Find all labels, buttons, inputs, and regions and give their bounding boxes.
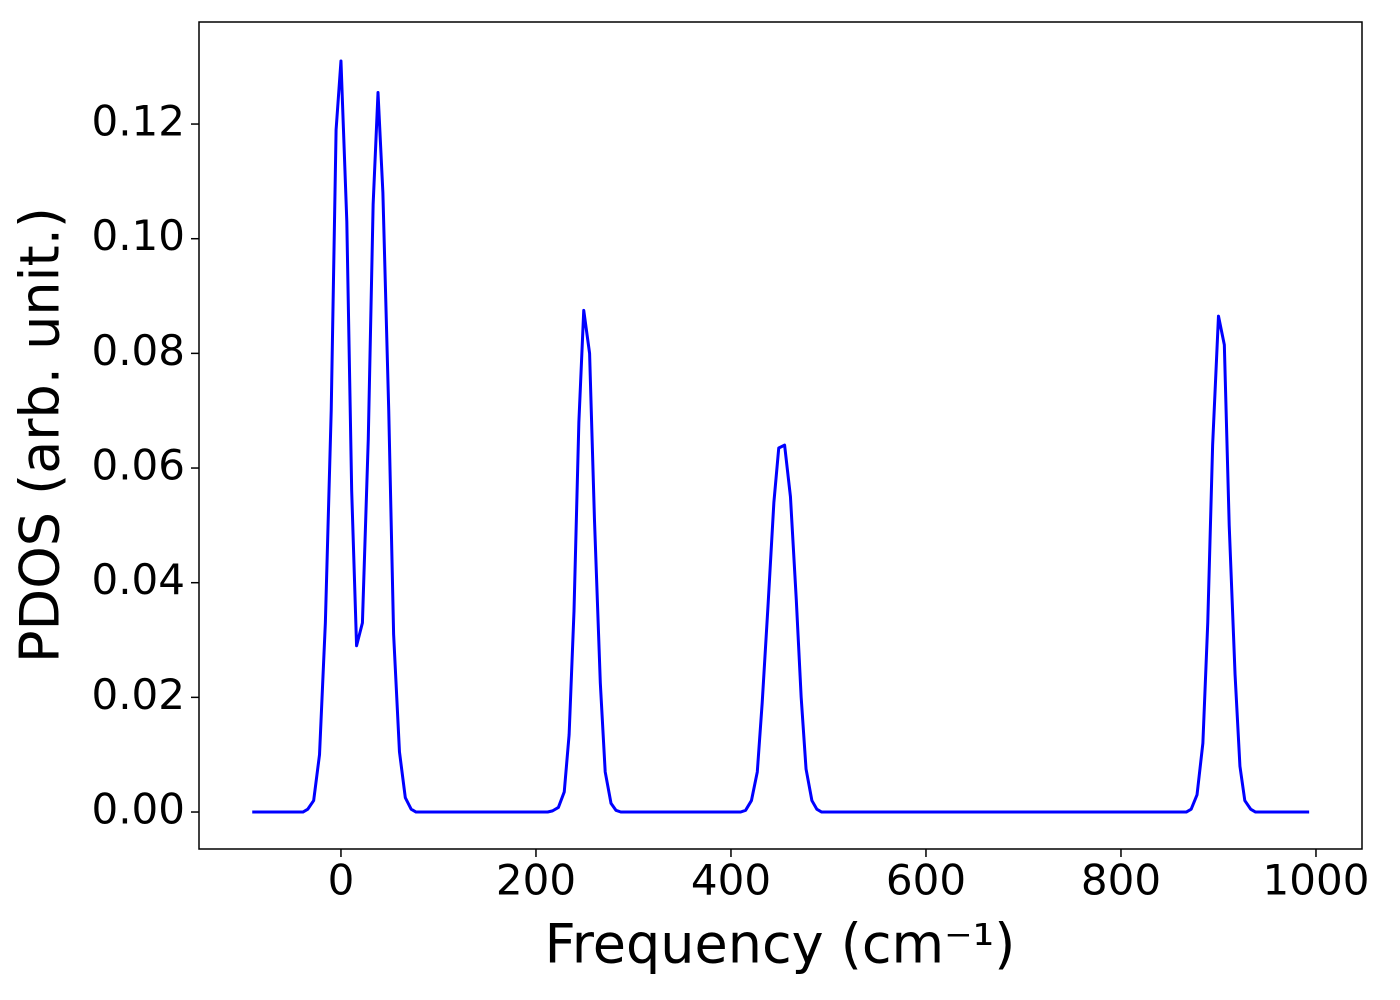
- x-axis-label: Frequency (cm⁻¹): [545, 913, 1016, 976]
- y-tick-label: 0.12: [91, 97, 185, 146]
- y-tick-label: 0.00: [91, 785, 185, 834]
- y-tick-label: 0.10: [91, 211, 185, 260]
- x-tick-label: 600: [886, 856, 966, 905]
- x-tick-label: 0: [328, 856, 355, 905]
- y-tick-label: 0.08: [91, 326, 185, 375]
- data-line: [252, 59, 1310, 814]
- y-tick-label: 0.06: [91, 441, 185, 490]
- x-tick-label: 800: [1081, 856, 1161, 905]
- y-tick-label: 0.02: [91, 670, 185, 719]
- y-tick-label: 0.04: [91, 555, 185, 604]
- y-axis-label: PDOS (arb. unit.): [9, 207, 72, 663]
- plot-frame: [198, 21, 1363, 850]
- x-tick-label: 200: [496, 856, 576, 905]
- x-tick-label: 1000: [1263, 856, 1370, 905]
- x-tick-label: 400: [691, 856, 771, 905]
